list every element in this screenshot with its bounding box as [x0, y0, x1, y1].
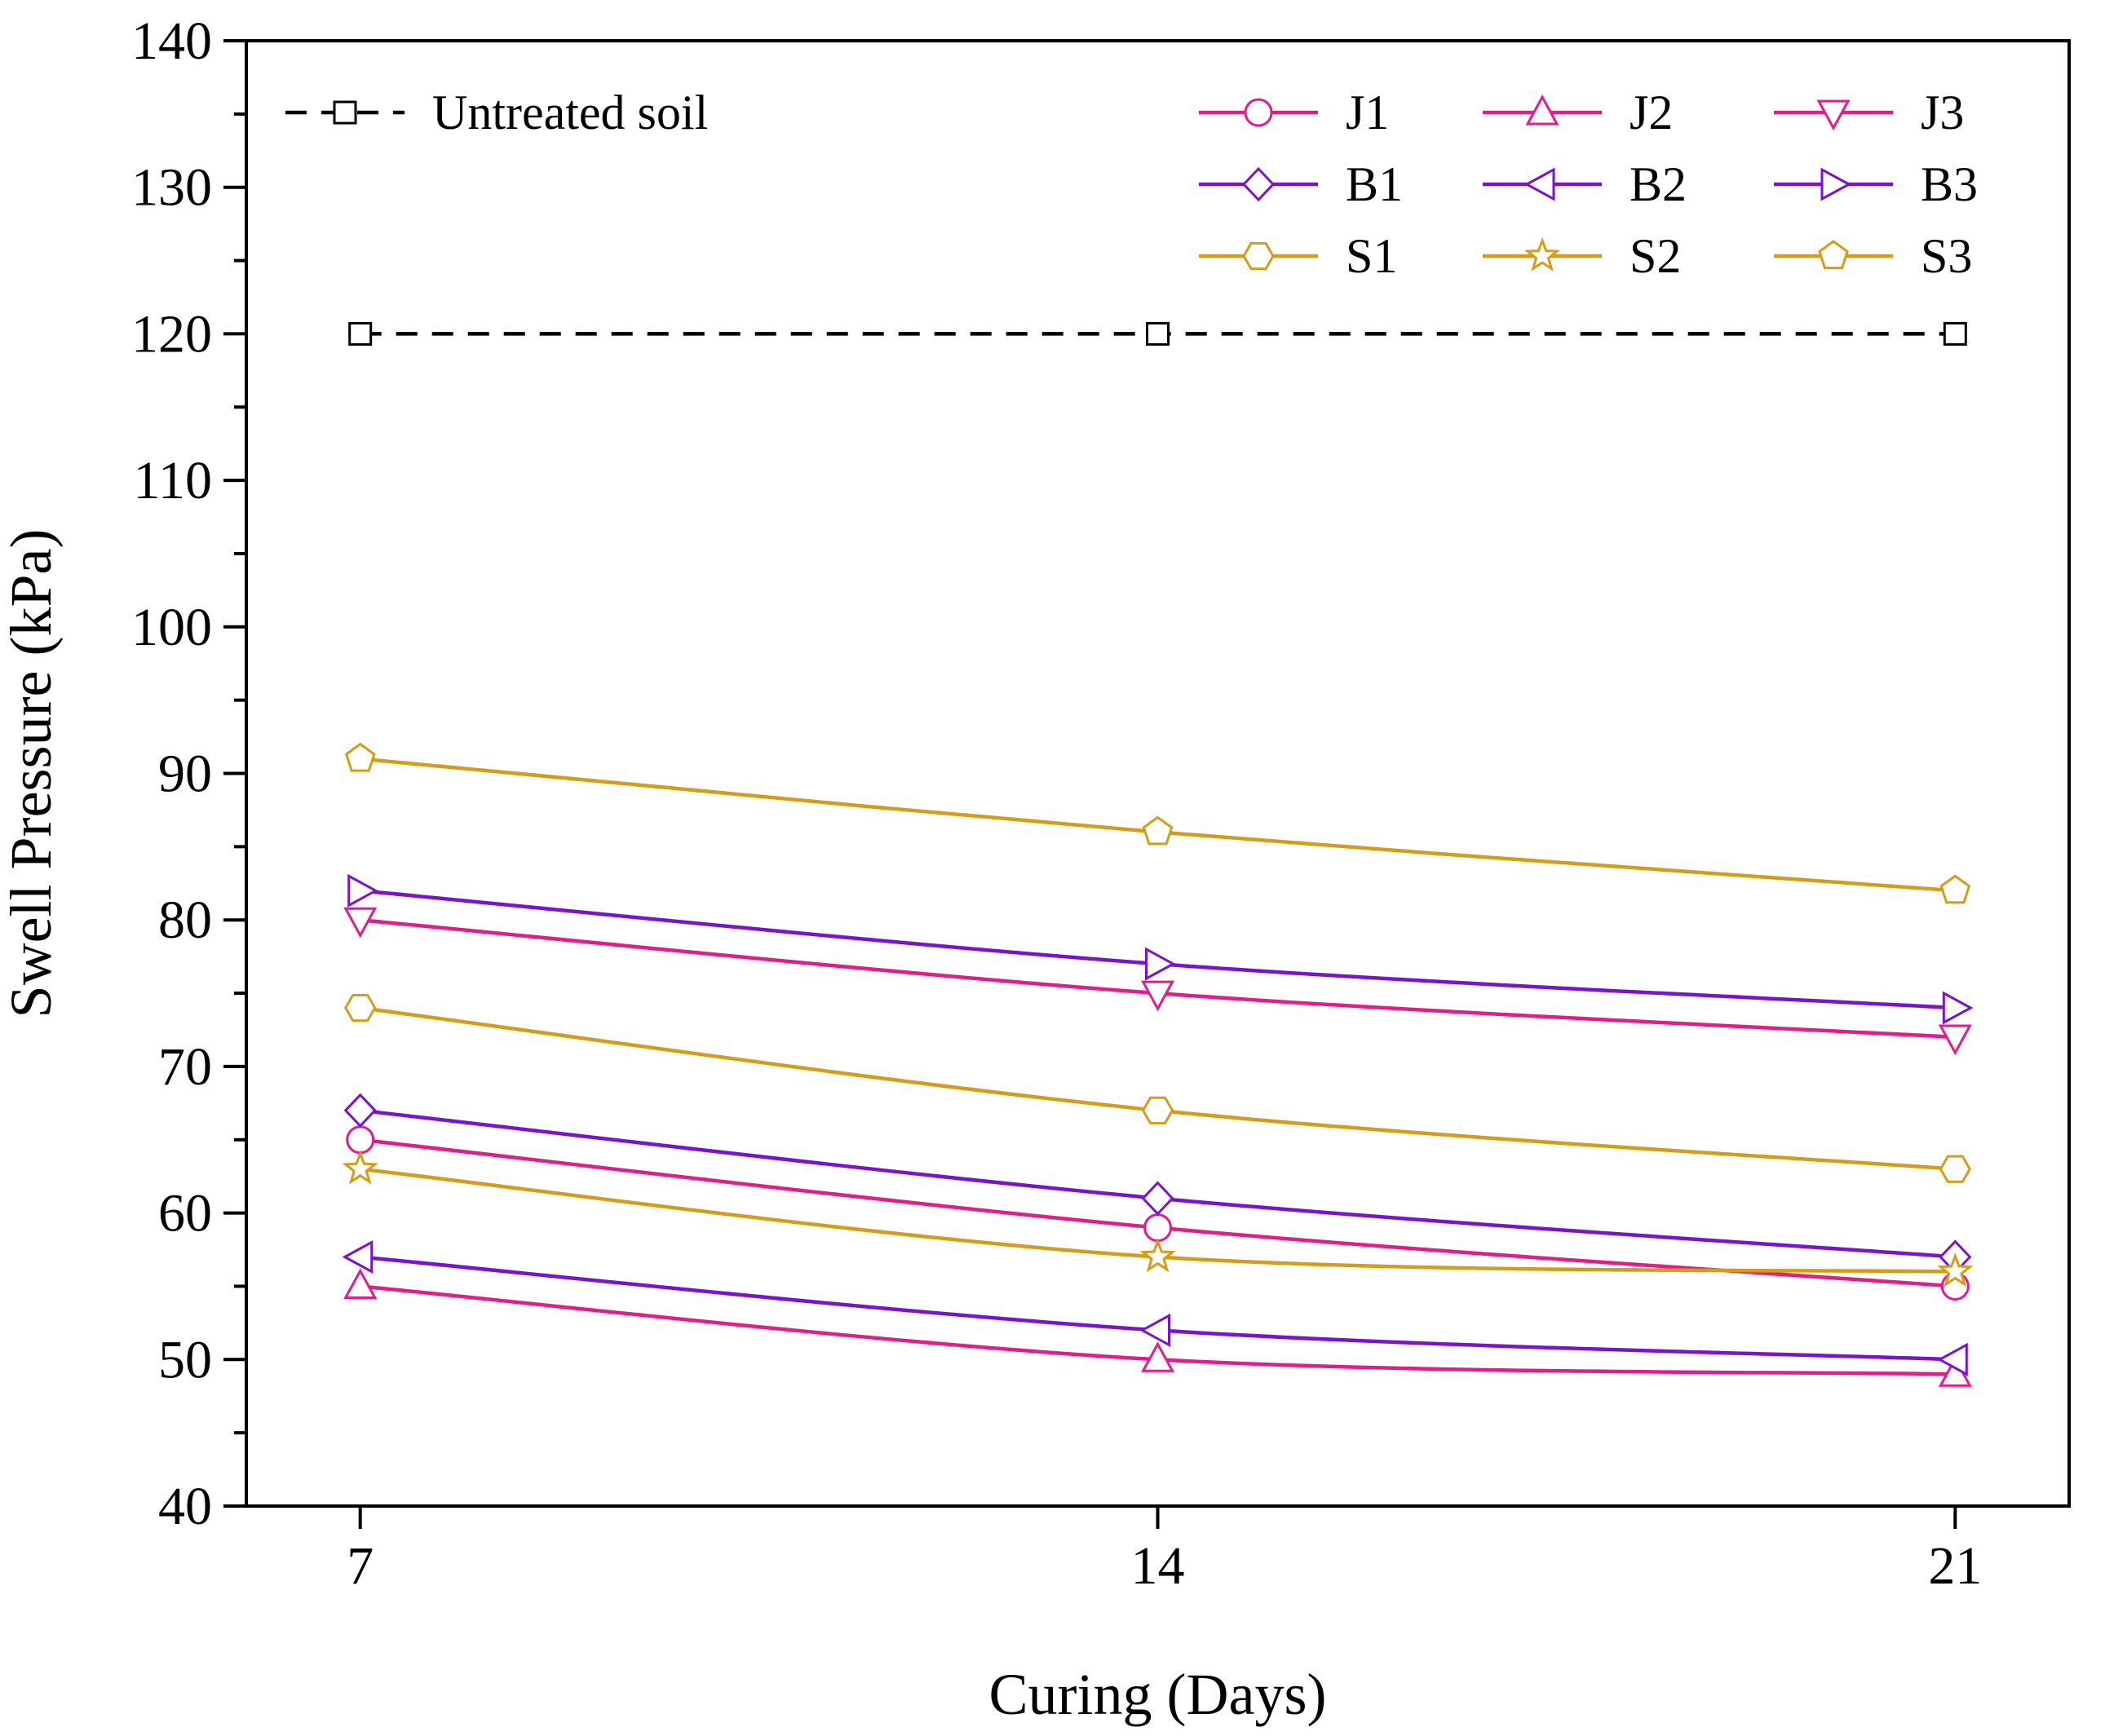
legend-item-untreated-soil: Untreated soil	[285, 86, 708, 139]
y-tick-label: 120	[131, 304, 212, 364]
x-tick-label: 14	[1131, 1536, 1185, 1596]
data-point-b2-21	[1937, 1342, 1968, 1376]
legend-item-j1: J1	[1199, 86, 1389, 139]
series-line-s1	[360, 1005, 1956, 1171]
data-point-b3-14	[1145, 947, 1176, 981]
series-untreated-soil	[348, 321, 1967, 346]
data-point-b3-7	[347, 873, 378, 908]
series-s2	[342, 1150, 1974, 1288]
legend-label-s2: S2	[1630, 229, 1681, 283]
data-point-untreated-soil-7	[348, 321, 373, 346]
legend-marker-j1	[1244, 98, 1273, 127]
series-j2	[343, 1268, 1972, 1387]
legend-item-s1: S1	[1199, 229, 1397, 283]
legend-label-j3: J3	[1921, 86, 1964, 139]
legend-marker-b1	[1241, 166, 1276, 202]
data-point-b1-7	[343, 1093, 377, 1128]
x-axis-title: Curing (Days)	[989, 1662, 1327, 1727]
series-j3	[343, 907, 1972, 1056]
data-point-j2-7	[343, 1268, 378, 1299]
data-point-untreated-soil-21	[1943, 321, 1967, 346]
series-s1	[343, 993, 1972, 1183]
legend-marker-s1	[1242, 241, 1275, 271]
data-point-j3-14	[1140, 980, 1175, 1012]
legend-marker-j3	[1816, 99, 1851, 131]
y-tick-label: 90	[158, 744, 212, 804]
y-tick-label: 60	[158, 1184, 212, 1243]
y-axis-title: Swell Pressure (kPa)	[0, 529, 64, 1018]
y-tick-label: 80	[158, 890, 212, 950]
data-point-s1-7	[343, 993, 377, 1023]
data-point-j2-14	[1140, 1341, 1175, 1372]
data-point-b2-7	[342, 1239, 374, 1274]
legend-item-j3: J3	[1774, 86, 1964, 139]
legend-item-b2: B2	[1483, 157, 1687, 211]
series-line-j3	[360, 917, 1956, 1040]
series-b3	[347, 873, 1974, 1025]
legend-label-b3: B3	[1921, 157, 1978, 211]
legend-label-s1: S1	[1346, 229, 1397, 283]
y-tick-label: 140	[131, 11, 212, 71]
legend-marker-untreated-soil	[333, 100, 357, 125]
legend-marker-j2	[1525, 94, 1559, 126]
y-tick-label: 100	[131, 598, 212, 657]
y-tick-label: 50	[158, 1330, 212, 1389]
data-point-s1-21	[1939, 1155, 1972, 1183]
legend-item-s2: S2	[1483, 229, 1681, 283]
data-point-s2-7	[342, 1150, 378, 1185]
legend-label-j1: J1	[1346, 86, 1389, 139]
legend-marker-s3	[1818, 240, 1849, 270]
series-layer	[342, 321, 1974, 1387]
legend-label-b2: B2	[1630, 157, 1687, 211]
legend-item-b1: B1	[1199, 157, 1403, 211]
y-tick-label: 110	[133, 451, 212, 510]
series-b2	[342, 1239, 1968, 1376]
legend-marker-b2	[1523, 167, 1555, 201]
data-point-j1-7	[346, 1125, 375, 1155]
y-tick-label: 40	[158, 1477, 212, 1536]
data-point-s3-7	[344, 742, 376, 772]
data-point-b1-14	[1141, 1181, 1174, 1216]
series-s3	[344, 742, 1971, 904]
data-point-s2-21	[1937, 1252, 1974, 1288]
y-tick-label: 70	[158, 1037, 212, 1097]
data-point-untreated-soil-14	[1146, 321, 1170, 346]
data-point-j3-7	[343, 907, 378, 939]
data-point-b2-14	[1139, 1313, 1170, 1347]
data-point-j3-21	[1938, 1024, 1972, 1056]
legend-marker-s2	[1523, 236, 1561, 272]
data-point-s1-14	[1141, 1096, 1174, 1124]
legend-item-b3: B3	[1774, 157, 1978, 211]
legend-marker-b3	[1820, 167, 1852, 201]
legend-label-j2: J2	[1630, 86, 1673, 139]
legend-item-j2: J2	[1483, 86, 1673, 139]
legend: Untreated soil J1 J2 J3 B1 B2 B3 S1 S2 S3	[285, 86, 1978, 283]
data-point-s3-14	[1142, 815, 1174, 846]
data-point-j1-14	[1143, 1213, 1172, 1243]
legend-label-untreated-soil: Untreated soil	[432, 86, 708, 139]
legend-item-s3: S3	[1774, 229, 1972, 283]
legend-label-b1: B1	[1346, 157, 1403, 211]
axes-layer: 40 50 60 70 80 90 100 110 120 130 140 7 14 21 Curing (…	[0, 11, 2071, 1727]
x-tick-label: 7	[347, 1536, 374, 1596]
data-point-s3-21	[1939, 874, 1971, 904]
data-point-b3-21	[1942, 991, 1974, 1025]
y-tick-label: 130	[131, 158, 212, 218]
x-tick-label: 21	[1928, 1536, 1982, 1596]
data-point-s2-14	[1139, 1238, 1176, 1273]
legend-label-s3: S3	[1921, 229, 1972, 283]
